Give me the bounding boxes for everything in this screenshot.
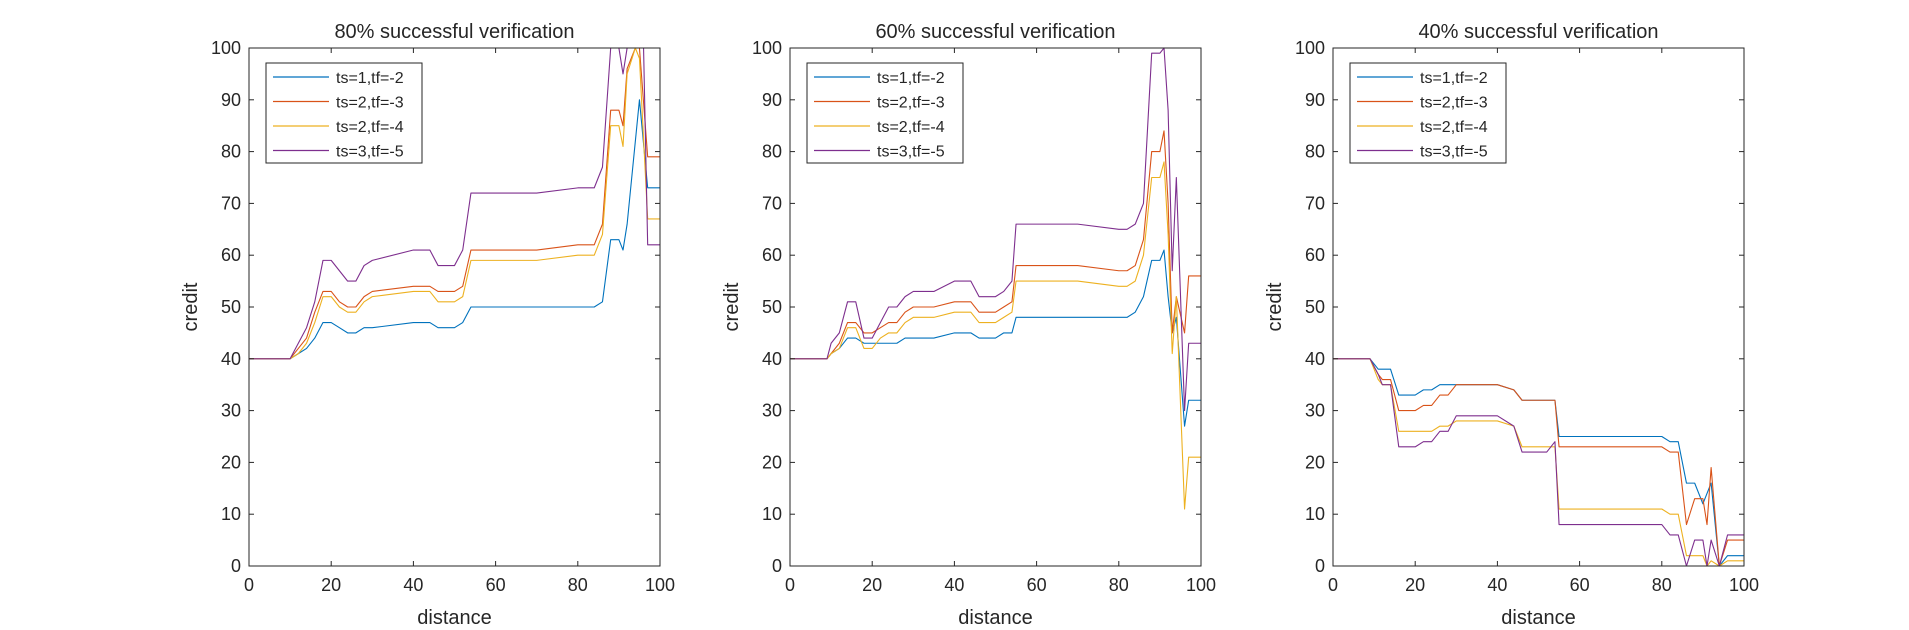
series-line-4: [249, 47, 660, 360]
y-tick-label: 100: [752, 38, 782, 58]
x-tick-label: 80: [1652, 575, 1672, 595]
series-lines: [1333, 358, 1744, 567]
x-tick-label: 40: [944, 575, 964, 595]
x-tick-label: 20: [1405, 575, 1425, 595]
legend-entry: ts=2,tf=-3: [336, 95, 404, 112]
y-tick-label: 40: [1305, 349, 1325, 369]
x-axis-label: distance: [417, 607, 492, 629]
y-tick-label: 10: [1305, 504, 1325, 524]
legend-box: [806, 62, 964, 164]
y-tick-label: 50: [1305, 297, 1325, 317]
chart-title: 40% successful verification: [1418, 21, 1658, 43]
y-tick-label: 10: [221, 504, 241, 524]
y-tick-label: 50: [762, 297, 782, 317]
y-axis-label: credit: [721, 282, 743, 331]
x-tick-label: 0: [1328, 575, 1338, 595]
legend-entry: ts=2,tf=-3: [877, 95, 945, 112]
y-tick-label: 0: [231, 556, 241, 576]
series-line-1: [790, 249, 1201, 427]
y-tick-label: 40: [221, 349, 241, 369]
y-tick-label: 90: [762, 90, 782, 110]
x-tick-label: 80: [568, 575, 588, 595]
chart-40-percent: 40% successful verification distance cre…: [1264, 21, 1759, 629]
series-line-4: [1333, 358, 1744, 567]
legend: ts=1,tf=-2 ts=2,tf=-3 ts=2,tf=-4 ts=3,tf…: [265, 62, 423, 164]
y-tick-label: 0: [1315, 556, 1325, 576]
y-tick-label: 60: [221, 245, 241, 265]
series-line-3: [1333, 358, 1744, 567]
legend-entry: ts=2,tf=-4: [336, 119, 404, 136]
y-tick-label: 20: [221, 452, 241, 472]
series-line-4: [790, 47, 1201, 412]
y-axis-label: credit: [1264, 282, 1286, 331]
x-axis-label: distance: [1501, 607, 1576, 629]
y-axis-label: credit: [180, 282, 202, 331]
legend-entry: ts=2,tf=-3: [1420, 95, 1488, 112]
y-tick-label: 60: [1305, 245, 1325, 265]
y-tick-label: 80: [1305, 142, 1325, 162]
legend-entry: ts=1,tf=-2: [1420, 70, 1488, 87]
y-tick-label: 100: [1295, 38, 1325, 58]
legend-box: [265, 62, 423, 164]
x-tick-label: 20: [862, 575, 882, 595]
y-tick-label: 80: [221, 142, 241, 162]
y-tick-label: 10: [762, 504, 782, 524]
chart-60-percent: 60% successful verification distance cre…: [721, 21, 1216, 629]
y-tick-label: 20: [1305, 452, 1325, 472]
series-line-2: [249, 47, 660, 360]
x-tick-label: 0: [785, 575, 795, 595]
legend-entry: ts=3,tf=-5: [336, 144, 404, 161]
y-tick-label: 70: [762, 193, 782, 213]
y-tick-label: 50: [221, 297, 241, 317]
x-tick-label: 40: [1487, 575, 1507, 595]
y-tick-label: 40: [762, 349, 782, 369]
legend-box: [1349, 62, 1507, 164]
series-line-3: [790, 161, 1201, 510]
legend: ts=1,tf=-2 ts=2,tf=-3 ts=2,tf=-4 ts=3,tf…: [806, 62, 964, 164]
y-tick-label: 30: [1305, 401, 1325, 421]
x-tick-label: 60: [1027, 575, 1047, 595]
series-line-2: [1333, 358, 1744, 567]
legend-entry: ts=3,tf=-5: [877, 144, 945, 161]
x-tick-label: 60: [486, 575, 506, 595]
x-tick-label: 0: [244, 575, 254, 595]
legend-entry: ts=2,tf=-4: [1420, 119, 1488, 136]
y-tick-label: 100: [211, 38, 241, 58]
y-tick-label: 90: [1305, 90, 1325, 110]
y-tick-label: 30: [221, 401, 241, 421]
y-tick-label: 20: [762, 452, 782, 472]
x-tick-label: 40: [403, 575, 423, 595]
legend-entry: ts=1,tf=-2: [336, 70, 404, 87]
y-tick-label: 70: [1305, 193, 1325, 213]
legend-entry: ts=1,tf=-2: [877, 70, 945, 87]
chart-title: 80% successful verification: [334, 21, 574, 43]
chart-80-percent: 80% successful verification distance cre…: [180, 21, 675, 629]
y-tick-label: 30: [762, 401, 782, 421]
x-tick-label: 80: [1109, 575, 1129, 595]
x-tick-label: 20: [321, 575, 341, 595]
x-tick-label: 60: [1570, 575, 1590, 595]
y-tick-label: 70: [221, 193, 241, 213]
series-line-1: [249, 99, 660, 360]
x-tick-label: 100: [1729, 575, 1759, 595]
y-tick-label: 0: [772, 556, 782, 576]
legend-entry: ts=3,tf=-5: [1420, 144, 1488, 161]
y-tick-label: 80: [762, 142, 782, 162]
x-tick-label: 100: [645, 575, 675, 595]
x-tick-label: 100: [1186, 575, 1216, 595]
chart-title: 60% successful verification: [875, 21, 1115, 43]
x-axis-label: distance: [958, 607, 1033, 629]
series-line-3: [249, 47, 660, 360]
series-lines: [249, 47, 660, 360]
legend: ts=1,tf=-2 ts=2,tf=-3 ts=2,tf=-4 ts=3,tf…: [1349, 62, 1507, 164]
y-tick-label: 90: [221, 90, 241, 110]
series-lines: [790, 47, 1201, 510]
y-tick-label: 60: [762, 245, 782, 265]
legend-entry: ts=2,tf=-4: [877, 119, 945, 136]
